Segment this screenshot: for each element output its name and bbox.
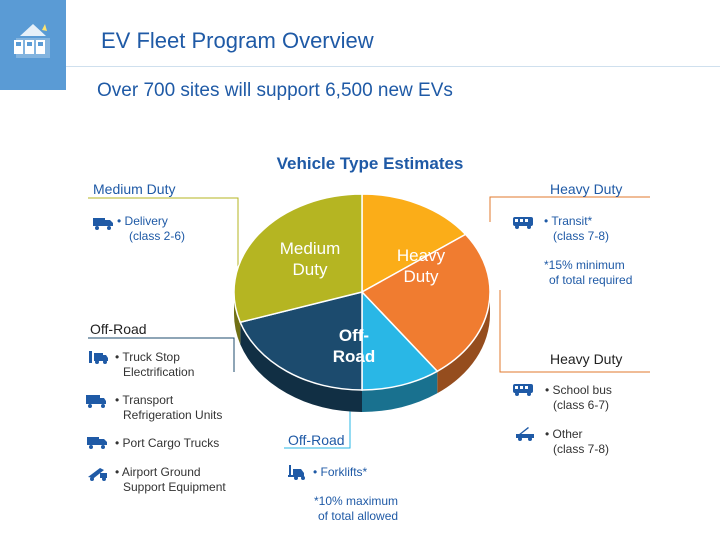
off-road-heading: Off-Road — [90, 321, 147, 337]
off-road-heading-bottom: Off-Road — [288, 432, 345, 448]
transit-bus-icon — [513, 217, 533, 229]
refrigeration-truck-icon — [86, 395, 106, 408]
pie-side-2 — [362, 371, 438, 412]
pie-slices — [233, 193, 491, 391]
transit-item: • Transit* (class 7-8) — [544, 214, 610, 243]
airport-item: • Airport Ground Support Equipment — [115, 465, 226, 494]
header-divider — [66, 66, 720, 67]
slice-label-offroad: Off- Road — [332, 326, 376, 366]
header — [0, 0, 720, 66]
pie-slice-2 — [361, 290, 439, 391]
crane-truck-icon — [516, 427, 534, 441]
leader-line-1 — [88, 337, 235, 372]
transit-note: *15% minimum of total required — [544, 258, 633, 287]
forklifts-note: *10% maximum of total allowed — [314, 494, 399, 523]
leader-line-2 — [489, 196, 650, 222]
pie-side-4 — [234, 292, 241, 345]
pie-slice-3 — [239, 291, 363, 391]
pie-slice-0 — [361, 193, 467, 294]
airport-vehicle-icon — [88, 468, 107, 481]
leader-line-3 — [499, 290, 650, 373]
pie-side-1 — [437, 292, 490, 394]
truck-stop-item: • Truck Stop Electrification — [115, 350, 195, 379]
leader-line-4 — [284, 395, 351, 449]
pie-depth — [234, 292, 490, 412]
medium-duty-heading: Medium Duty — [93, 181, 176, 197]
truck-stop-icon — [89, 351, 108, 364]
page-subtitle: Over 700 sites will support 6,500 new EV… — [97, 80, 453, 101]
pge-logo-icon — [14, 24, 50, 58]
pie-side-3 — [240, 322, 362, 412]
pie-slice-1 — [360, 233, 491, 373]
other-item: • Other (class 7-8) — [545, 427, 610, 456]
cargo-item: • Port Cargo Trucks — [115, 436, 220, 450]
leader-lines — [88, 196, 650, 449]
heavy-duty-heading-top: Heavy Duty — [550, 181, 623, 197]
delivery-item: • Delivery (class 2-6) — [117, 214, 186, 243]
slice-label-heavy: Heavy Duty — [396, 246, 446, 286]
cargo-truck-icon — [87, 437, 107, 449]
page-title: EV Fleet Program Overview — [101, 28, 374, 53]
forklifts-item: • Forklifts* — [313, 465, 368, 479]
refrigeration-item: • Transport Refrigeration Units — [115, 393, 223, 422]
delivery-truck-icon — [93, 218, 113, 230]
pie-slice-4 — [233, 193, 363, 324]
heavy-duty-heading-bottom: Heavy Duty — [550, 351, 623, 367]
slice-label-medium: Medium Duty — [279, 239, 341, 279]
chart-title: Vehicle Type Estimates — [276, 154, 464, 173]
forklift-icon — [288, 465, 305, 480]
school-bus-item: • School bus (class 6-7) — [545, 383, 612, 412]
school-bus-icon — [513, 384, 533, 396]
